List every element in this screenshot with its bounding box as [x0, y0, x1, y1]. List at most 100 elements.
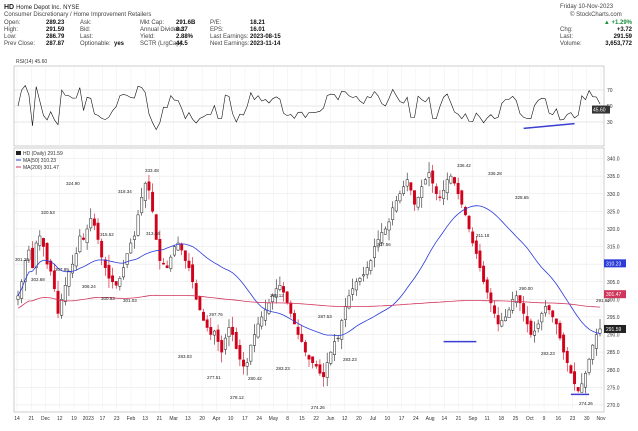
quote-value: +3.72 [616, 27, 632, 33]
candle-body [474, 240, 478, 254]
rsi-line [17, 84, 601, 131]
candle-body [278, 285, 282, 290]
x-tick-label: 30 [584, 416, 590, 422]
quote-label: Volume: [560, 41, 582, 47]
candle-body [172, 246, 176, 256]
candle-body [311, 356, 315, 363]
candle-body [442, 189, 446, 199]
low-annotation: 301.20 [15, 257, 29, 262]
candle-body [518, 295, 522, 304]
quote-label: Prev Close: [4, 41, 36, 47]
sector: Consumer Discretionary / Home Improvemen… [4, 12, 152, 18]
quote-row: Volume: 3,653,772 [560, 41, 632, 48]
quote-label: Last: [560, 34, 574, 40]
candle-body [42, 238, 45, 247]
candle-body [536, 323, 540, 329]
candle-body [303, 342, 307, 353]
x-tick-label: 25 [513, 416, 519, 422]
low-annotation: 306.24 [82, 284, 96, 289]
candle-body [103, 259, 107, 268]
quote-row: Low: 286.79 [4, 34, 64, 41]
quote-label: Open: [4, 20, 21, 26]
candle-body [351, 288, 355, 295]
candle-body [460, 190, 464, 205]
candle-body [234, 331, 238, 349]
ma200-line [17, 294, 601, 309]
candle-body [463, 207, 467, 216]
quote-row: Open: 289.23 [4, 20, 64, 27]
candle-body [27, 249, 31, 261]
candle-body [118, 277, 122, 287]
x-tick-label: Apr [213, 416, 221, 422]
candle-body [151, 191, 155, 212]
candle-body [242, 359, 245, 367]
candle-body [180, 243, 184, 251]
candle-body [16, 295, 20, 300]
high-annotation: 290.00 [519, 286, 533, 291]
candle-body [293, 313, 296, 325]
rsi-legend: RSI(14) 45.60 [16, 59, 47, 65]
candle-body [67, 270, 71, 287]
low-annotation: 283.03 [178, 354, 192, 359]
candle-body [322, 372, 326, 378]
quote-value: 2023-08-15 [250, 34, 281, 40]
candle-body [362, 274, 366, 277]
candle-body [227, 327, 231, 337]
price-tick-label: 330.0 [607, 192, 620, 198]
ma50-line [17, 205, 601, 337]
candle-body [296, 326, 300, 335]
price-tick-label: 340.0 [607, 157, 620, 163]
quote-value: 3,653,772 [605, 41, 632, 47]
high-annotation: 315.52 [100, 232, 114, 237]
candle-body [365, 267, 369, 275]
ma200-value-badge [604, 290, 626, 299]
x-tick-label: May [269, 416, 279, 422]
rsi-last-label: 45.60 [593, 108, 606, 114]
quote-row: Ask: [80, 20, 111, 27]
candle-body [565, 350, 569, 363]
high-annotation: 295.12 [270, 293, 284, 298]
high-annotation: 336.42 [457, 163, 471, 168]
candle-body [96, 222, 100, 240]
candle-body [369, 260, 373, 271]
candle-body [100, 240, 104, 258]
candle-body [114, 281, 118, 286]
candle-body [427, 172, 431, 178]
x-tick-label: 12 [57, 416, 63, 422]
candle-body [584, 373, 587, 388]
candle-body [514, 295, 518, 303]
candle-body [398, 193, 402, 202]
candle-body [205, 319, 209, 328]
quote-row: High: 291.59 [4, 27, 64, 34]
candle-body [52, 270, 56, 290]
candle-body [569, 365, 573, 374]
x-tick-label: 12 [342, 416, 348, 422]
quote-row: EPS: 16.01 [210, 27, 265, 34]
low-annotation: 283.23 [276, 366, 290, 371]
candle-body [162, 262, 165, 265]
candle-body [220, 340, 224, 353]
candle-body [402, 186, 406, 194]
candle-body [329, 351, 333, 364]
candle-body [202, 311, 205, 321]
quote-value: 2023-11-14 [250, 41, 281, 47]
candle-body [49, 260, 53, 272]
low-annotation: 283.23 [343, 357, 357, 362]
legend-ma50-label: MA(50) 310.23 [23, 158, 56, 164]
high-annotation: 328.65 [515, 195, 529, 200]
price-tick-label: 285.0 [607, 350, 620, 356]
candle-body [187, 260, 191, 268]
candle-body [45, 243, 49, 265]
quote-mid-block: Ask: Bid: Last: Optionable: yes [80, 20, 124, 48]
candle-body [325, 362, 329, 378]
last-price-label: 291.59 [606, 327, 622, 333]
candle-body [420, 186, 424, 199]
quote-row: Annual Dividend: 8.37 [140, 27, 188, 34]
x-tick-label: 13 [142, 416, 148, 422]
candle-body [267, 302, 271, 314]
candle-body [336, 337, 340, 340]
candle-body [391, 207, 395, 220]
x-tick-label: 20 [199, 416, 205, 422]
candle-body [358, 277, 362, 282]
